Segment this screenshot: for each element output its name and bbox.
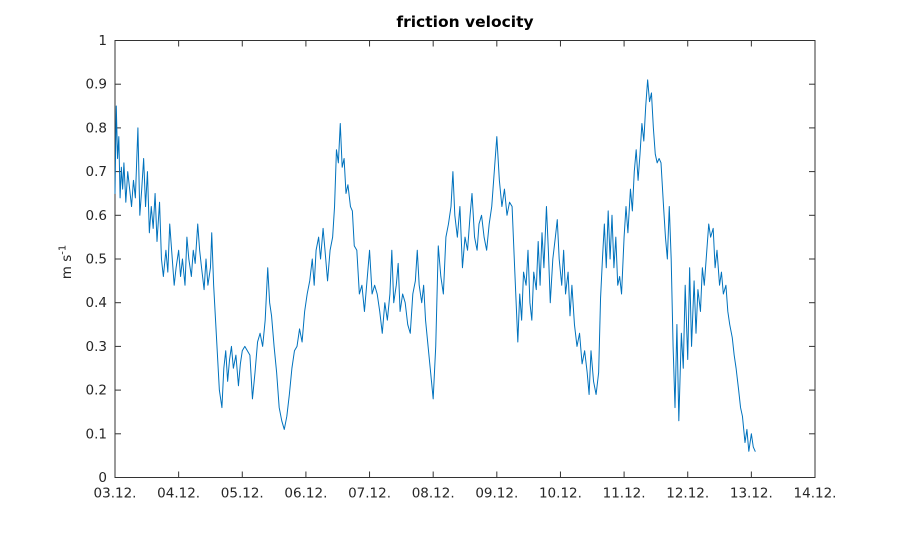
x-tick-label: 07.12. — [348, 486, 391, 502]
y-tick-label: 0.6 — [86, 208, 107, 224]
data-line — [114, 79, 756, 452]
x-tick-label: 11.12. — [603, 486, 646, 502]
x-tick-label: 05.12. — [221, 486, 264, 502]
x-tick-label: 10.12. — [539, 486, 582, 502]
y-tick-label: 0.7 — [86, 164, 107, 180]
y-tick-label: 1 — [98, 33, 107, 49]
chart-title: friction velocity — [396, 13, 534, 31]
x-tick-label: 13.12. — [730, 486, 773, 502]
plot-box — [114, 40, 816, 478]
x-tick-label: 09.12. — [475, 486, 518, 502]
y-tick-label: 0.2 — [86, 383, 107, 399]
x-tick-label: 04.12. — [157, 486, 200, 502]
x-tick-label: 03.12. — [94, 486, 137, 502]
y-tick-label: 0.9 — [86, 77, 107, 93]
x-tick-label: 08.12. — [412, 486, 455, 502]
y-tick-label: 0 — [98, 470, 107, 486]
y-tick-label: 0.8 — [86, 120, 107, 136]
x-tick-label: 06.12. — [284, 486, 327, 502]
y-tick-label: 0.1 — [86, 426, 107, 442]
y-tick-label: 0.5 — [86, 252, 107, 268]
y-tick-label: 0.3 — [86, 339, 107, 355]
x-tick-label: 12.12. — [666, 486, 709, 502]
y-tick-label: 0.4 — [86, 295, 107, 311]
x-tick-label: 14.12. — [794, 486, 837, 502]
